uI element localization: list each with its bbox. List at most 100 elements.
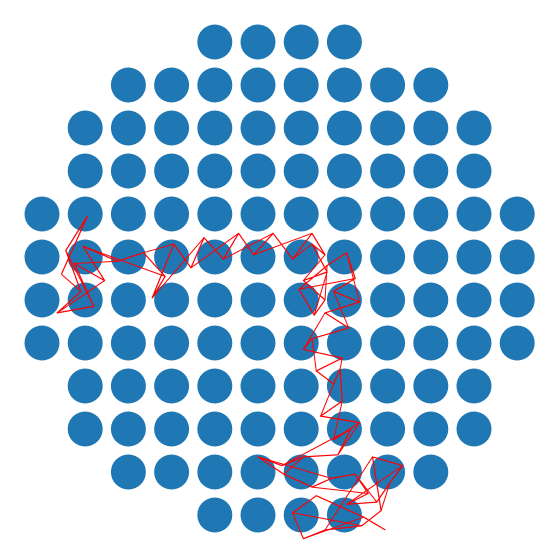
red-path-segment xyxy=(151,237,205,299)
red-path-layer xyxy=(56,215,404,540)
grid-dot xyxy=(326,282,362,318)
grid-dot xyxy=(456,239,492,275)
grid-dot xyxy=(197,110,233,146)
grid-dot xyxy=(283,325,319,361)
grid-dot xyxy=(154,411,190,447)
grid-dot xyxy=(67,153,103,189)
grid-dot xyxy=(413,368,449,404)
red-path-segment xyxy=(320,383,335,417)
red-path-segment xyxy=(339,358,343,369)
grid-dot xyxy=(326,454,362,490)
grid-dot xyxy=(499,239,535,275)
grid-dot xyxy=(240,368,276,404)
grid-dot xyxy=(240,153,276,189)
grid-dot xyxy=(197,454,233,490)
grid-dot xyxy=(67,110,103,146)
grid-dot xyxy=(24,325,60,361)
grid-dot xyxy=(110,196,146,232)
grid-dot xyxy=(24,282,60,318)
grid-dot xyxy=(110,325,146,361)
grid-dot xyxy=(326,368,362,404)
red-path-segment xyxy=(311,486,369,494)
grid-dot xyxy=(110,110,146,146)
grid-dot xyxy=(456,368,492,404)
grid-dot xyxy=(326,325,362,361)
grid-dot xyxy=(240,454,276,490)
red-path-segment xyxy=(74,260,118,264)
grid-dot xyxy=(240,110,276,146)
grid-dot xyxy=(283,454,319,490)
grid-dot xyxy=(197,282,233,318)
grid-dot xyxy=(326,239,362,275)
dot-layer xyxy=(24,24,535,533)
grid-dot xyxy=(110,454,146,490)
grid-dot xyxy=(326,67,362,103)
red-path-segment xyxy=(346,465,403,505)
red-path-segment xyxy=(313,271,328,316)
grid-dot xyxy=(154,196,190,232)
red-path-segment xyxy=(292,512,362,527)
grid-dot xyxy=(197,196,233,232)
red-path-segment xyxy=(302,312,326,350)
red-path-segment xyxy=(333,400,343,440)
grid-dot xyxy=(370,325,406,361)
grid-dot xyxy=(154,368,190,404)
grid-dot xyxy=(110,67,146,103)
grid-dot xyxy=(197,497,233,533)
grid-dot xyxy=(499,325,535,361)
red-path-segment xyxy=(346,252,360,303)
grid-dot xyxy=(413,325,449,361)
grid-dot xyxy=(283,110,319,146)
red-path-segment xyxy=(257,456,332,479)
red-path-segment xyxy=(311,338,317,371)
grid-dot xyxy=(370,411,406,447)
grid-dot xyxy=(370,110,406,146)
grid-dot xyxy=(370,67,406,103)
grid-dot xyxy=(370,239,406,275)
grid-dot xyxy=(154,282,190,318)
grid-dot xyxy=(110,368,146,404)
grid-dot xyxy=(154,110,190,146)
grid-dot xyxy=(413,239,449,275)
red-path-segment xyxy=(56,280,105,314)
grid-dot xyxy=(283,368,319,404)
grid-dot xyxy=(154,67,190,103)
grid-dot xyxy=(456,153,492,189)
grid-dot xyxy=(283,411,319,447)
grid-dot xyxy=(283,497,319,533)
grid-dot xyxy=(499,282,535,318)
grid-dot xyxy=(197,411,233,447)
grid-dot xyxy=(240,282,276,318)
grid-dot xyxy=(456,325,492,361)
grid-dot xyxy=(240,325,276,361)
grid-dot xyxy=(110,282,146,318)
grid-dot xyxy=(67,368,103,404)
grid-dot xyxy=(413,282,449,318)
grid-dot xyxy=(197,325,233,361)
grid-dot xyxy=(197,24,233,60)
grid-dot xyxy=(197,368,233,404)
red-path-segment xyxy=(65,250,95,307)
red-path-segment xyxy=(61,273,82,292)
grid-dot xyxy=(110,153,146,189)
red-path-segment xyxy=(303,516,364,540)
red-path-segment xyxy=(303,254,326,281)
grid-dot xyxy=(456,110,492,146)
grid-dot xyxy=(154,325,190,361)
grid-dot xyxy=(283,24,319,60)
red-path-segment xyxy=(190,232,239,269)
grid-dot xyxy=(456,411,492,447)
grid-dot xyxy=(499,196,535,232)
red-path-segment xyxy=(223,232,274,260)
grid-dot xyxy=(67,196,103,232)
red-path-segment xyxy=(380,482,391,511)
grid-dot xyxy=(67,239,103,275)
grid-dot xyxy=(413,411,449,447)
red-path-segment xyxy=(82,245,166,277)
grid-dot xyxy=(197,153,233,189)
grid-dot xyxy=(197,239,233,275)
grid-dot xyxy=(67,411,103,447)
grid-dot xyxy=(240,497,276,533)
grid-dot xyxy=(370,368,406,404)
